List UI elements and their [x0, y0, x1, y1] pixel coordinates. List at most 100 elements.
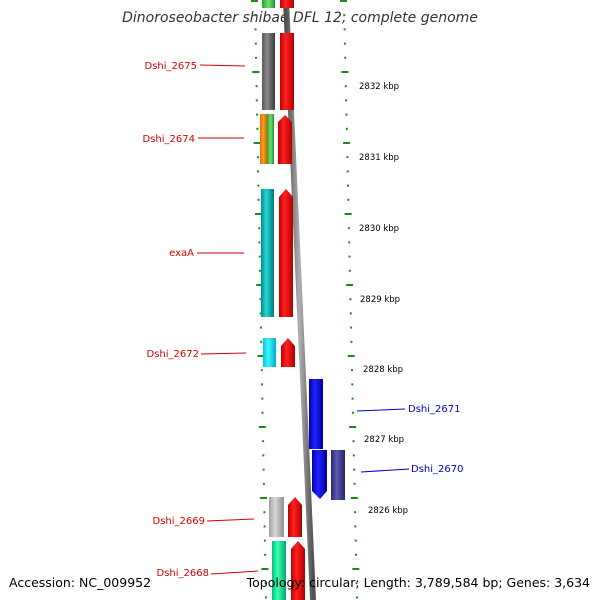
tick-mark — [347, 184, 349, 187]
leader-line — [200, 352, 247, 355]
tick-mark — [352, 568, 360, 570]
tick-mark — [350, 340, 353, 343]
tick-mark — [262, 468, 265, 471]
tick-mark — [349, 298, 352, 301]
tick-mark — [257, 170, 260, 173]
tick-mark — [264, 553, 267, 556]
tick-mark — [340, 0, 347, 2]
gene-label-dshi_2675: Dshi_2675 — [145, 61, 197, 72]
tick-mark — [351, 397, 354, 400]
tick-mark — [260, 340, 263, 343]
gene-label-dshi_2670: Dshi_2670 — [411, 464, 463, 475]
tick-mark — [355, 596, 358, 599]
tick-mark — [262, 454, 265, 457]
gene-arrow-exaa — [279, 189, 293, 317]
tick-mark — [256, 156, 259, 159]
tick-mark — [346, 156, 349, 159]
tick-mark — [344, 56, 347, 59]
gene-label-dshi_2672: Dshi_2672 — [147, 349, 199, 360]
gene-arrow-dshi_2671 — [309, 379, 323, 449]
tick-mark — [258, 269, 261, 272]
tick-mark — [351, 383, 354, 386]
tick-mark — [355, 582, 358, 585]
tick-mark — [352, 440, 355, 443]
tick-mark — [255, 56, 257, 59]
tick-mark — [353, 468, 356, 471]
tick-mark — [348, 241, 351, 244]
gene-arrow-dshi_2668 — [291, 541, 305, 600]
leader-lines — [197, 64, 410, 575]
cog-block — [331, 450, 345, 500]
tick-mark — [343, 28, 346, 31]
tick-mark — [344, 213, 352, 215]
tick-mark — [257, 184, 260, 187]
gene-arrow-dshi_2672 — [281, 338, 295, 367]
tick-mark — [354, 525, 357, 528]
tick-mark — [350, 497, 358, 499]
tick-mark — [354, 539, 357, 542]
gene-arrow-dshi_2670 — [312, 450, 327, 499]
tick-mark — [262, 482, 265, 485]
tick-mark — [353, 482, 356, 485]
leader-line — [356, 408, 406, 412]
tick-mark — [257, 198, 260, 201]
tick-mark — [261, 397, 264, 400]
tick-mark — [355, 553, 357, 556]
tick-mark — [341, 71, 349, 73]
scale-label: 2828 kbp — [363, 365, 403, 375]
gene-arrows — [278, 0, 327, 600]
tick-tracks — [251, 0, 360, 599]
tick-mark — [259, 312, 262, 315]
tick-mark — [345, 113, 348, 116]
tick-mark — [259, 298, 262, 301]
tick-mark — [252, 71, 260, 73]
tick-mark — [343, 142, 351, 144]
gene-arrow-dshi_2669 — [288, 497, 302, 537]
tick-mark — [344, 85, 347, 88]
tick-mark — [261, 411, 264, 414]
tick-mark — [350, 326, 353, 329]
scale-label: 2826 kbp — [368, 506, 408, 516]
tick-mark — [258, 255, 261, 258]
tick-mark — [345, 127, 348, 130]
cog-block — [267, 114, 274, 164]
map-title: Dinoroseobacter shibae DFL 12, complete … — [122, 10, 478, 26]
cog-block — [261, 189, 274, 317]
tick-mark — [348, 255, 351, 258]
tick-mark — [255, 99, 258, 102]
gene-label-dshi_2674: Dshi_2674 — [143, 134, 195, 145]
tick-mark — [343, 42, 346, 45]
tick-mark — [263, 511, 266, 514]
tick-mark — [261, 568, 269, 570]
leader-line — [360, 468, 410, 473]
tick-mark — [349, 312, 352, 315]
tick-mark — [343, 14, 346, 17]
leader-line — [199, 64, 246, 67]
gene-label-exaa: exaA — [169, 248, 194, 259]
tick-mark — [256, 127, 259, 130]
cog-block — [263, 338, 276, 367]
tick-mark — [345, 99, 348, 102]
tick-mark — [254, 42, 257, 45]
tick-mark — [346, 284, 354, 286]
tick-mark — [346, 170, 349, 173]
tick-mark — [253, 142, 261, 144]
tick-mark — [347, 355, 355, 357]
scale-label: 2827 kbp — [364, 435, 404, 445]
tick-mark — [257, 355, 265, 357]
tick-mark — [351, 411, 354, 414]
tick-mark — [262, 440, 265, 443]
tick-mark — [352, 454, 355, 457]
tick-mark — [258, 241, 261, 244]
scale-label: 2831 kbp — [359, 153, 399, 163]
leader-line — [206, 518, 255, 522]
tick-mark — [264, 596, 267, 599]
tick-mark — [264, 582, 267, 585]
tick-mark — [254, 213, 262, 215]
tick-mark — [258, 426, 266, 428]
cog-block — [272, 541, 286, 600]
tick-mark — [351, 369, 353, 372]
gene-arrow-dshi_2675 — [280, 33, 294, 110]
gene-label-dshi_2668: Dshi_2668 — [157, 568, 209, 579]
